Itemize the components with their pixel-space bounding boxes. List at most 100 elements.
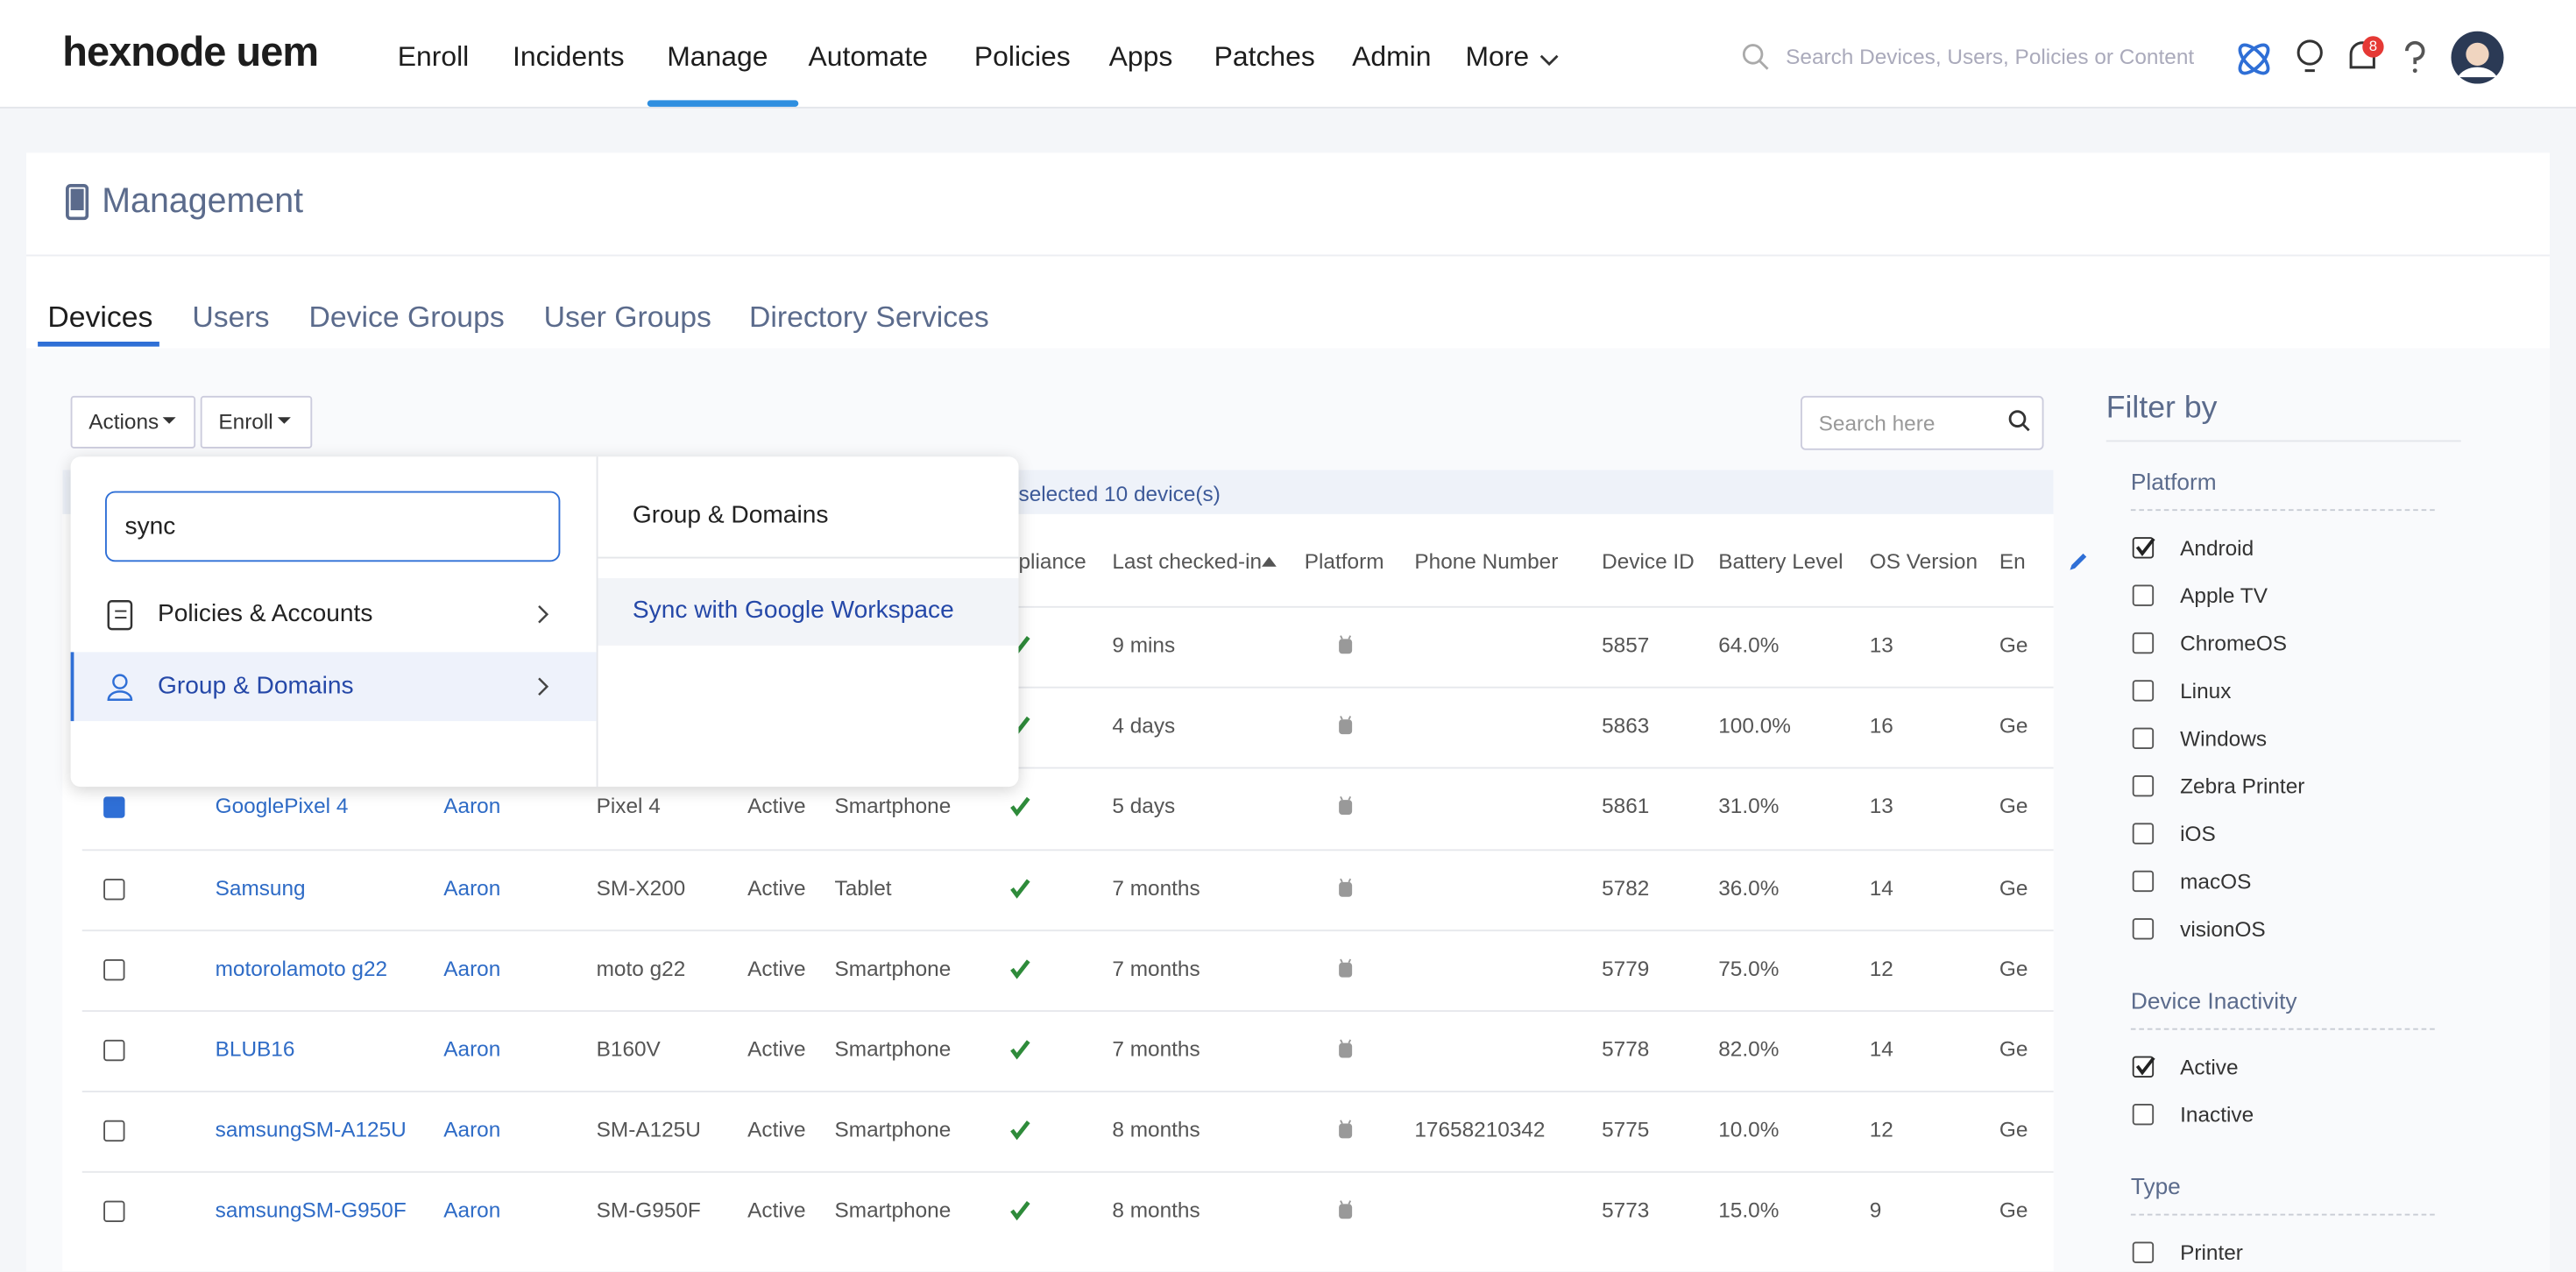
nav-item[interactable]: Automate bbox=[808, 40, 928, 73]
global-search[interactable]: Search Devices, Users, Policies or Conte… bbox=[1786, 44, 2195, 69]
row-icons bbox=[1010, 1039, 1353, 1060]
column-header[interactable]: Battery Level bbox=[1718, 548, 1844, 574]
cell-user[interactable]: Aaron bbox=[443, 874, 501, 900]
row-divider bbox=[81, 1010, 2054, 1012]
nav-item[interactable]: Manage bbox=[667, 40, 768, 73]
row-icons bbox=[1010, 716, 1353, 737]
row-checkbox[interactable] bbox=[103, 1120, 125, 1142]
filter-checkbox[interactable] bbox=[2132, 870, 2155, 893]
table-search[interactable] bbox=[1801, 395, 2044, 450]
cell-name[interactable]: Samsung bbox=[215, 874, 306, 900]
filter-checkbox[interactable] bbox=[2132, 1241, 2155, 1263]
filter-title: Filter by bbox=[2105, 391, 2218, 426]
column-header[interactable]: Device ID bbox=[1602, 548, 1695, 574]
filter-option[interactable]: ChromeOS bbox=[2180, 631, 2288, 656]
filter-option[interactable]: macOS bbox=[2180, 868, 2252, 894]
page-title: Management bbox=[102, 182, 304, 221]
idea-icon[interactable] bbox=[2294, 36, 2327, 79]
edit-columns-icon[interactable] bbox=[2067, 550, 2090, 573]
row-divider bbox=[81, 767, 2054, 770]
row-checkbox[interactable] bbox=[103, 958, 125, 980]
cell-last-checked: 8 months bbox=[1112, 1117, 1200, 1142]
column-header[interactable]: pliance bbox=[1018, 548, 1086, 574]
tab[interactable]: Devices bbox=[47, 300, 153, 334]
cell-name[interactable]: motorolamoto g22 bbox=[215, 955, 388, 980]
row-checkbox[interactable] bbox=[103, 878, 125, 900]
nav-item[interactable]: Incidents bbox=[513, 40, 625, 73]
dropdown-search[interactable] bbox=[105, 491, 561, 562]
tab[interactable]: Directory Services bbox=[749, 300, 989, 334]
filter-checkbox[interactable] bbox=[2132, 584, 2155, 606]
enroll-button[interactable] bbox=[200, 395, 313, 449]
cell-user[interactable]: Aaron bbox=[443, 1198, 501, 1223]
cell-name[interactable]: samsungSM-A125U bbox=[215, 1117, 407, 1142]
tab[interactable]: User Groups bbox=[543, 300, 711, 334]
filter-option[interactable]: Apple TV bbox=[2180, 583, 2268, 608]
cell-user[interactable]: Aaron bbox=[443, 1117, 501, 1142]
column-header[interactable]: Platform bbox=[1304, 548, 1384, 574]
tab[interactable]: Device Groups bbox=[308, 300, 505, 334]
cell-user[interactable]: Aaron bbox=[443, 955, 501, 980]
column-header[interactable]: Last checked-in bbox=[1112, 548, 1263, 574]
row-checkbox[interactable] bbox=[103, 1201, 125, 1223]
atom-icon[interactable] bbox=[2233, 38, 2275, 81]
filter-checkbox[interactable] bbox=[2132, 727, 2155, 749]
submenu-item[interactable]: Sync with Google Workspace bbox=[632, 596, 954, 625]
filter-checkbox[interactable] bbox=[2132, 632, 2155, 654]
filter-option[interactable]: Active bbox=[2180, 1054, 2239, 1079]
help-icon[interactable] bbox=[2399, 39, 2432, 75]
actions-button[interactable] bbox=[70, 395, 196, 449]
column-header[interactable]: OS Version bbox=[1869, 548, 1978, 574]
nav-item[interactable]: Apps bbox=[1108, 40, 1173, 73]
nav-item[interactable]: Policies bbox=[973, 40, 1071, 73]
filter-option[interactable]: iOS bbox=[2180, 821, 2216, 846]
cell-device-id: 5773 bbox=[1602, 1198, 1650, 1223]
logo[interactable]: hexnode uem bbox=[62, 29, 319, 76]
menu-item[interactable]: Policies & Accounts bbox=[158, 599, 373, 628]
top-nav bbox=[0, 0, 2576, 109]
cell-battery: 15.0% bbox=[1718, 1198, 1780, 1223]
table-search-placeholder: Search here bbox=[1818, 410, 1936, 435]
avatar[interactable] bbox=[2451, 31, 2504, 84]
cell-status: Active bbox=[747, 955, 806, 980]
cell-type: Smartphone bbox=[834, 1198, 952, 1223]
filter-checkbox[interactable] bbox=[2132, 918, 2155, 940]
search-icon bbox=[1742, 44, 1769, 70]
filter-option[interactable]: Printer bbox=[2180, 1240, 2243, 1265]
nav-item[interactable]: More bbox=[1465, 40, 1530, 73]
menu-item[interactable]: Group & Domains bbox=[158, 671, 354, 700]
cell-name[interactable]: BLUB16 bbox=[215, 1036, 295, 1062]
column-header[interactable]: En bbox=[1999, 548, 2026, 574]
filter-option[interactable]: Windows bbox=[2180, 725, 2268, 751]
cell-user[interactable]: Aaron bbox=[443, 1036, 501, 1062]
filter-option[interactable]: visionOS bbox=[2180, 916, 2266, 942]
filter-checkbox[interactable] bbox=[2132, 1104, 2155, 1126]
dropdown-search-value[interactable]: sync bbox=[124, 512, 176, 541]
cell-device-id: 5861 bbox=[1602, 794, 1650, 819]
row-icons bbox=[1010, 958, 1353, 979]
filter-checkbox[interactable] bbox=[2132, 823, 2155, 844]
cell-en: Ge bbox=[1999, 1117, 2028, 1142]
cell-user[interactable]: Aaron bbox=[443, 794, 501, 819]
cell-en: Ge bbox=[1999, 713, 2028, 738]
search-icon[interactable] bbox=[2007, 409, 2030, 432]
filter-checkbox[interactable] bbox=[2132, 680, 2155, 702]
tab[interactable]: Users bbox=[192, 300, 270, 334]
cell-name[interactable]: samsungSM-G950F bbox=[215, 1198, 407, 1223]
filter-option[interactable]: Linux bbox=[2180, 678, 2232, 703]
filter-section-rule bbox=[2130, 509, 2435, 512]
nav-item[interactable]: Admin bbox=[1352, 40, 1432, 73]
filter-option[interactable]: Inactive bbox=[2180, 1102, 2254, 1127]
nav-item[interactable]: Patches bbox=[1214, 40, 1315, 73]
row-checkbox[interactable] bbox=[103, 797, 125, 819]
filter-section-title: Type bbox=[2130, 1172, 2181, 1199]
cell-device-id: 5863 bbox=[1602, 713, 1650, 738]
cell-name[interactable]: GooglePixel 4 bbox=[215, 794, 349, 819]
filter-option[interactable]: Zebra Printer bbox=[2180, 774, 2305, 799]
row-checkbox[interactable] bbox=[103, 1039, 125, 1062]
nav-item[interactable]: Enroll bbox=[397, 40, 470, 73]
filter-checkbox[interactable] bbox=[2132, 775, 2155, 797]
filter-option[interactable]: Android bbox=[2180, 535, 2254, 561]
column-header[interactable]: Phone Number bbox=[1414, 548, 1559, 574]
menu-active-bar bbox=[70, 652, 74, 722]
